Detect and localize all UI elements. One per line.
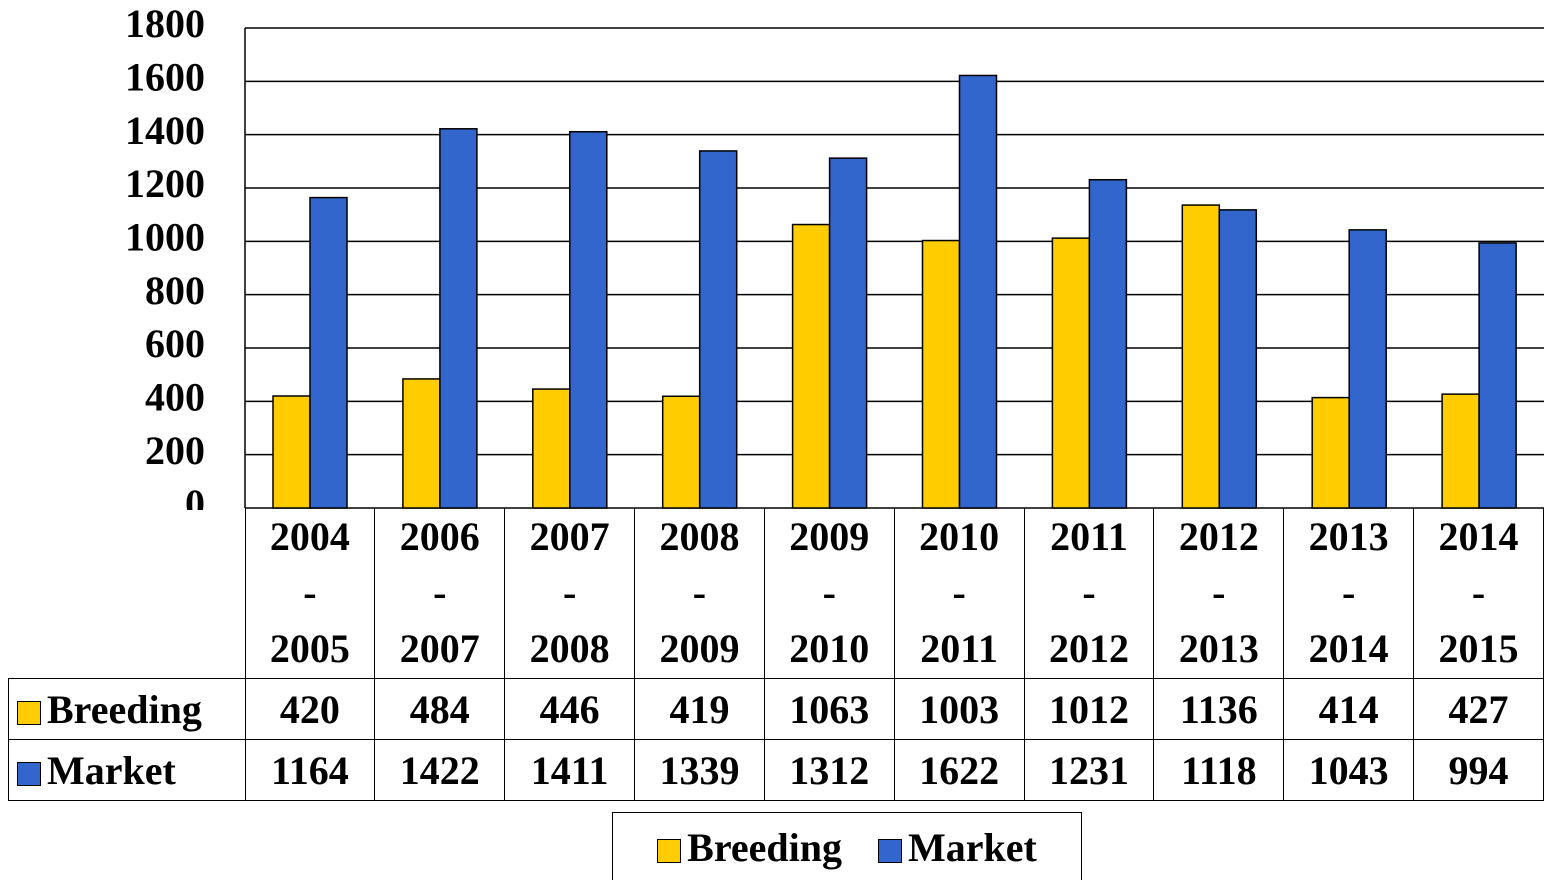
x-tick-label: 2012 - 2013 [1153, 508, 1285, 679]
bar [402, 378, 441, 509]
series-name-cell: Breeding [8, 678, 246, 740]
data-label: 1136 [1153, 678, 1285, 740]
table-header-row: 2004 - 2005 2006 - 2007 2007 - 2008 2008 - … [9, 508, 1544, 679]
table-corner [9, 508, 246, 679]
chart: 0 200 400 600 800 1000 1200 1400 1600 1800 [125, 1, 1544, 510]
y-tick-label: 400 [145, 375, 205, 420]
data-label: 1339 [634, 739, 765, 801]
y-tick-label: 1000 [125, 215, 205, 260]
x-tick-label: 2011 - 2012 [1023, 508, 1155, 679]
y-tick-label: 800 [145, 268, 205, 313]
bar [309, 196, 348, 509]
x-tick-label: 2010 - 2011 [893, 508, 1025, 679]
data-table: 2004 - 2005 2006 - 2007 2007 - 2008 2008 - … [8, 508, 1544, 801]
x-tick-label: 2013 - 2014 [1283, 508, 1415, 679]
y-tick-label: 1800 [125, 1, 205, 46]
x-tick-label: 2009 - 2010 [763, 508, 895, 679]
y-tick-label: 600 [145, 321, 205, 366]
legend-item: Market [878, 824, 1037, 871]
data-label: 1231 [1023, 739, 1155, 801]
bar [661, 395, 701, 509]
y-tick-label: 1400 [125, 108, 205, 153]
bar [958, 74, 998, 509]
legend-swatch [878, 839, 902, 864]
legend-label: Market [908, 824, 1037, 870]
bar [1441, 393, 1480, 509]
data-label: 1312 [763, 739, 895, 801]
y-tick-label: 200 [145, 428, 205, 473]
data-label: 1422 [374, 739, 506, 801]
bar [1088, 178, 1128, 509]
bar [272, 395, 311, 509]
series-name: Breeding [47, 686, 202, 732]
data-label: 484 [374, 678, 506, 740]
data-label: 1012 [1023, 678, 1155, 740]
series-name-cell: Market [8, 739, 246, 801]
x-tick-label: 2007 - 2008 [504, 508, 636, 679]
bar [439, 128, 478, 509]
legend-item: Breeding [657, 824, 842, 871]
data-label: 1411 [504, 739, 636, 801]
bar [1051, 237, 1091, 509]
bar [569, 130, 608, 509]
legend-swatch [17, 701, 41, 726]
bar [791, 223, 831, 509]
bar [1311, 396, 1350, 509]
data-label: 419 [634, 678, 765, 740]
bar [698, 150, 738, 509]
bar [1181, 204, 1221, 509]
table-row: Market 1164 1422 1411 1339 1312 1622 1231 1118 10… [8, 739, 1544, 801]
y-tick-label: 0 [185, 481, 205, 510]
bar [921, 239, 961, 509]
data-label: 1164 [244, 739, 376, 801]
y-tick-label: 1200 [125, 161, 205, 206]
legend-swatch [657, 839, 682, 864]
y-tick-label: 1600 [125, 55, 205, 100]
legend-label: Breeding [687, 824, 842, 870]
bar [1348, 229, 1387, 509]
table-row: Breeding 420 484 446 419 1063 1003 1012 1136 414 4… [8, 678, 1544, 740]
data-label: 446 [504, 678, 636, 740]
data-label: 414 [1283, 678, 1415, 740]
data-label: 427 [1413, 678, 1544, 740]
legend-swatch [17, 762, 41, 787]
x-tick-label: 2004 - 2005 [244, 508, 376, 679]
x-tick-label: 2006 - 2007 [374, 508, 506, 679]
bar [1218, 209, 1258, 509]
data-label: 420 [244, 678, 376, 740]
x-tick-label: 2014 - 2015 [1413, 508, 1544, 679]
legend: Breeding Market [612, 812, 1082, 880]
data-label: 1063 [763, 678, 895, 740]
bar [1478, 242, 1517, 509]
data-label: 1622 [893, 739, 1025, 801]
data-label: 1003 [893, 678, 1025, 740]
data-label: 1118 [1153, 739, 1285, 801]
data-label: 994 [1413, 739, 1544, 801]
data-label: 1043 [1283, 739, 1415, 801]
bar [532, 388, 571, 509]
bar [828, 157, 868, 509]
x-tick-label: 2008 - 2009 [634, 508, 765, 679]
series-name: Market [47, 747, 176, 793]
